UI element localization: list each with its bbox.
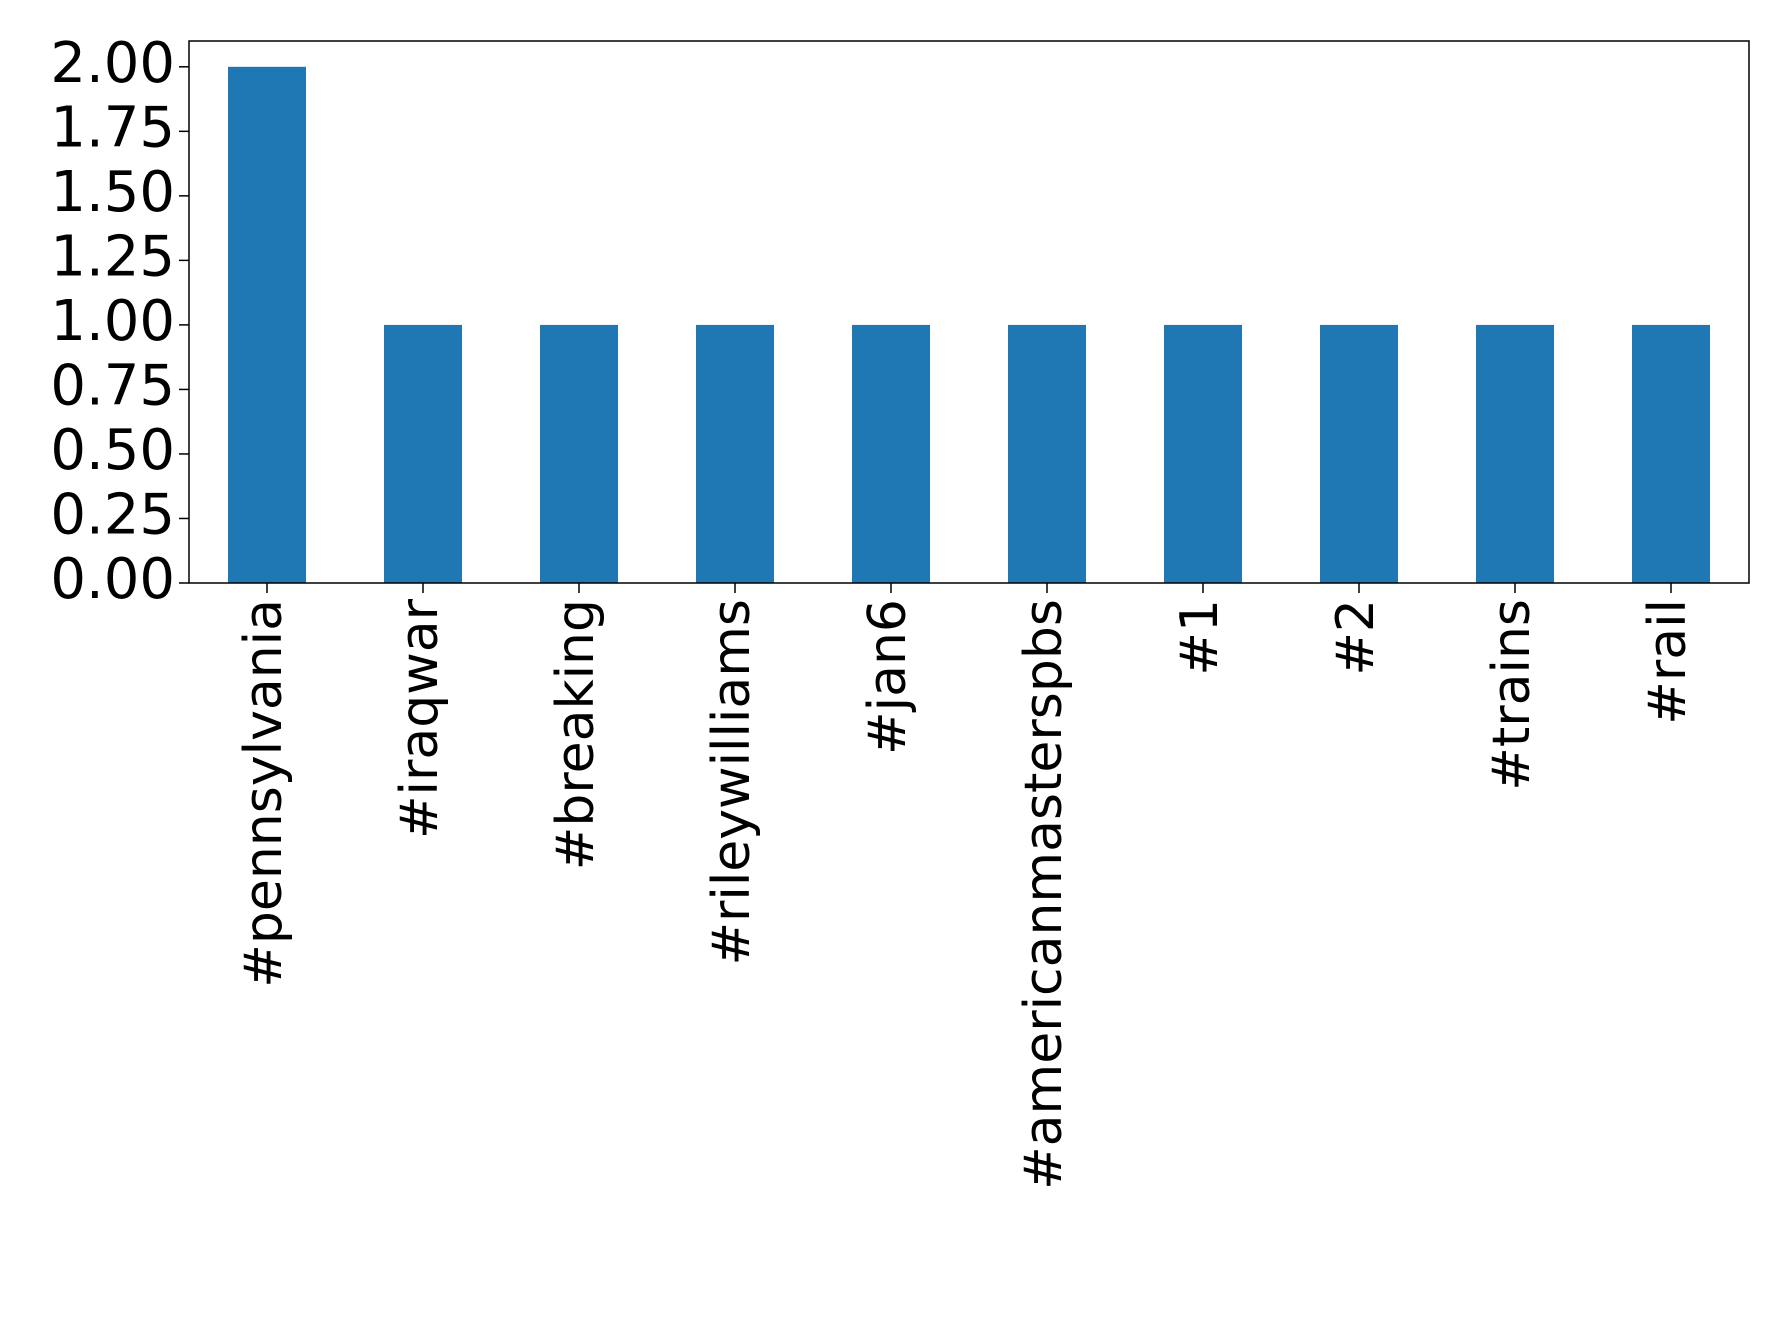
- y-tick-label: 0.25: [50, 483, 175, 548]
- x-tick-label: #trains: [1482, 599, 1542, 791]
- x-tick-label: #rileywilliams: [702, 599, 762, 966]
- bar: [1320, 324, 1398, 583]
- y-tick-label: 0.00: [50, 547, 175, 612]
- bar: [1164, 324, 1242, 583]
- y-tick-label: 1.50: [50, 160, 175, 225]
- y-tick-label: 0.75: [50, 354, 175, 419]
- bar: [384, 324, 462, 583]
- y-tick-label: 1.25: [50, 225, 175, 290]
- x-tick-label: #pennsylvania: [234, 599, 294, 988]
- bar: [1008, 324, 1086, 583]
- x-tick-label: #1: [1170, 599, 1230, 676]
- bar: [1476, 324, 1554, 583]
- x-tick-label: #breaking: [546, 599, 606, 870]
- y-tick-label: 1.75: [50, 95, 175, 160]
- bar: [1632, 324, 1710, 583]
- x-tick-label: #rail: [1638, 599, 1698, 725]
- y-tick-label: 0.50: [50, 418, 175, 483]
- bar: [852, 324, 930, 583]
- x-tick-label: #jan6: [858, 599, 918, 755]
- x-tick-label: #americanmasterspbs: [1014, 599, 1074, 1190]
- plot-frame: [188, 40, 1750, 584]
- bar: [540, 324, 618, 583]
- y-tick-label: 1.00: [50, 289, 175, 354]
- y-tick-label: 2.00: [50, 31, 175, 96]
- bar: [228, 66, 306, 584]
- bar: [696, 324, 774, 583]
- x-tick-label: #2: [1326, 599, 1386, 676]
- x-tick-label: #iraqwar: [390, 598, 450, 839]
